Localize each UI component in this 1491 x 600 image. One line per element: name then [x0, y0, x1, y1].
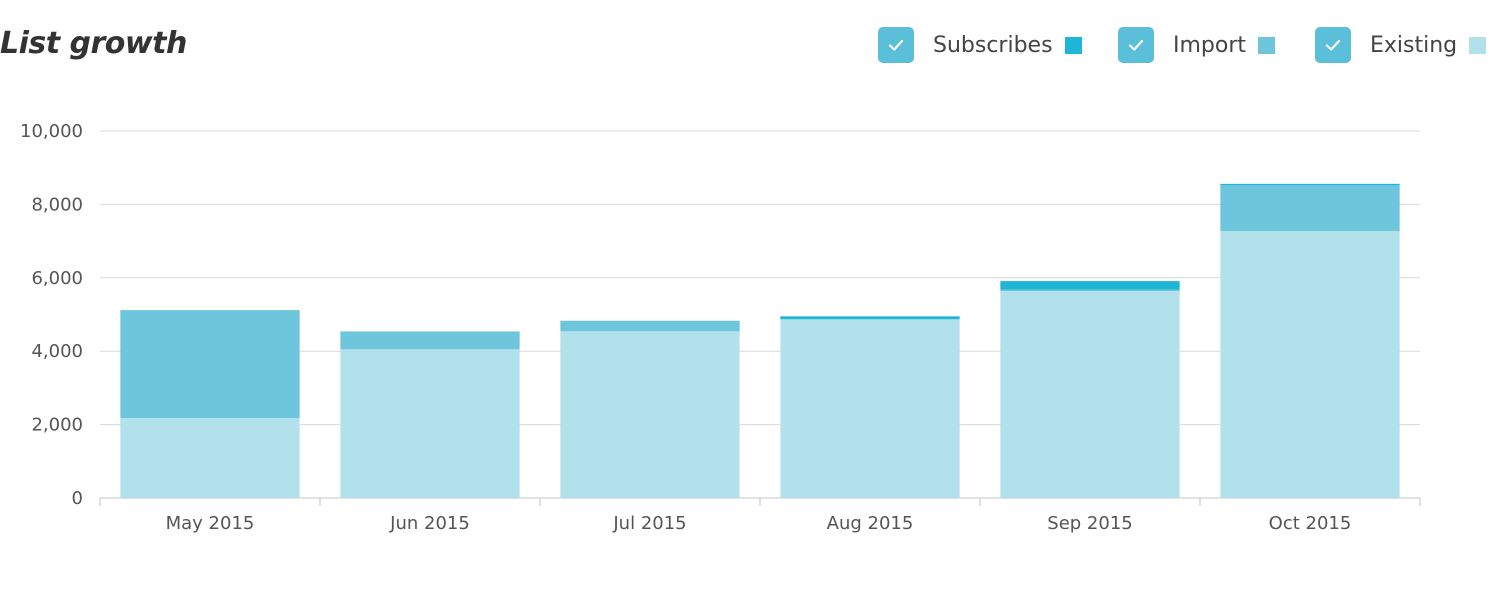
bar-existing-may-2015	[120, 417, 300, 498]
x-tick-label: Jun 2015	[389, 513, 470, 534]
y-tick-label: 2,000	[31, 415, 83, 436]
y-tick-label: 8,000	[31, 194, 83, 215]
bar-existing-aug-2015	[780, 319, 960, 498]
bar-subscribes-aug-2015	[780, 316, 960, 320]
legend-item-existing[interactable]: Existing	[1315, 26, 1487, 64]
check-icon	[1128, 39, 1144, 51]
chart-title: List growth	[0, 26, 187, 61]
legend-item-subscribes[interactable]: Subscribes	[878, 26, 1082, 64]
legend-label-subscribes: Subscribes	[933, 32, 1053, 58]
x-tick-label: Aug 2015	[827, 513, 914, 534]
y-tick-label: 4,000	[31, 341, 83, 362]
legend-swatch-subscribes	[1064, 36, 1082, 54]
legend-item-import[interactable]: Import	[1118, 26, 1276, 64]
subscribes-checkbox[interactable]	[878, 27, 914, 63]
bar-import-oct-2015	[1220, 185, 1400, 232]
bar-import-jul-2015	[560, 320, 740, 332]
legend-label-import: Import	[1173, 32, 1247, 58]
bar-import-jun-2015	[340, 331, 520, 350]
y-tick-label: 0	[72, 488, 83, 509]
chart-legend: Subscribes Import Existing	[0, 26, 1491, 66]
legend-swatch-import	[1258, 36, 1276, 54]
existing-checkbox[interactable]	[1315, 27, 1351, 63]
y-tick-label: 6,000	[31, 268, 83, 289]
bar-subscribes-oct-2015	[1220, 183, 1400, 186]
check-icon	[1325, 39, 1341, 51]
x-tick-label: Jul 2015	[612, 513, 686, 534]
bar-existing-jul-2015	[560, 331, 740, 498]
import-checkbox[interactable]	[1118, 27, 1154, 63]
legend-label-existing: Existing	[1370, 32, 1458, 58]
x-tick-label: Oct 2015	[1269, 513, 1352, 534]
bar-existing-oct-2015	[1220, 231, 1400, 499]
legend-swatch-existing	[1469, 36, 1487, 54]
bar-import-may-2015	[120, 310, 300, 418]
bar-import-sep-2015	[1000, 289, 1180, 292]
x-tick-label: May 2015	[166, 513, 255, 534]
bar-existing-sep-2015	[1000, 291, 1180, 498]
y-tick-label: 10,000	[20, 121, 83, 142]
bar-existing-jun-2015	[340, 349, 520, 498]
check-icon	[888, 39, 904, 51]
bar-subscribes-sep-2015	[1000, 281, 1180, 290]
x-tick-label: Sep 2015	[1047, 513, 1132, 534]
